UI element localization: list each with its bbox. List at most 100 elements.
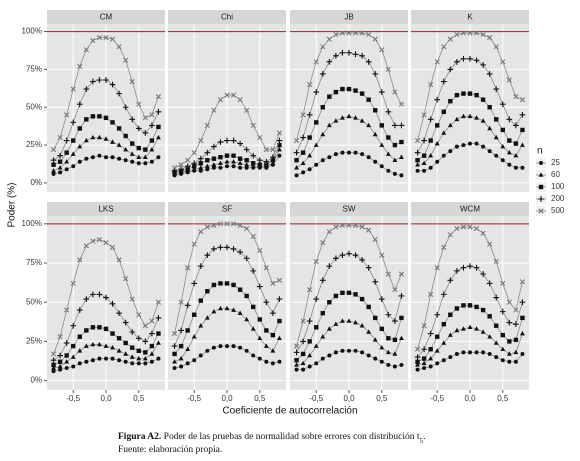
marker — [103, 77, 109, 83]
marker — [386, 135, 391, 140]
marker — [353, 292, 358, 297]
marker — [178, 356, 184, 361]
marker — [398, 293, 405, 299]
marker — [474, 141, 479, 146]
marker — [198, 165, 204, 170]
marker — [513, 349, 519, 355]
marker — [421, 153, 427, 158]
marker — [77, 143, 83, 149]
marker — [399, 315, 404, 321]
marker — [359, 30, 365, 36]
marker — [366, 155, 371, 160]
marker — [467, 303, 473, 308]
marker — [461, 350, 466, 355]
marker — [301, 367, 306, 372]
marker — [172, 366, 177, 371]
marker — [270, 158, 276, 163]
marker — [415, 158, 420, 163]
marker — [506, 351, 512, 356]
marker — [447, 36, 453, 42]
marker — [172, 359, 177, 364]
marker — [520, 142, 525, 147]
marker — [185, 157, 191, 163]
marker — [473, 30, 480, 36]
marker — [198, 137, 204, 144]
marker — [454, 306, 460, 311]
marker — [359, 323, 365, 328]
legend-symbol — [538, 172, 544, 177]
marker — [77, 159, 82, 164]
marker — [487, 125, 493, 131]
marker — [96, 77, 103, 83]
marker — [327, 300, 332, 305]
marker — [293, 349, 300, 356]
marker — [244, 348, 249, 353]
marker — [110, 139, 115, 144]
marker — [250, 268, 257, 274]
marker — [320, 240, 326, 246]
marker — [123, 158, 128, 163]
marker — [197, 155, 204, 162]
marker — [353, 348, 358, 353]
marker — [237, 310, 243, 315]
marker — [346, 222, 352, 228]
y-tick-label: 0% — [30, 376, 42, 385]
marker — [467, 91, 473, 96]
marker — [276, 130, 283, 136]
marker — [507, 339, 512, 344]
marker — [277, 318, 282, 324]
marker — [486, 71, 493, 77]
marker — [326, 326, 332, 331]
marker — [244, 225, 250, 232]
marker — [493, 134, 499, 140]
marker — [347, 150, 351, 155]
marker — [487, 314, 492, 319]
marker — [307, 364, 312, 369]
marker — [441, 358, 446, 363]
marker — [156, 331, 161, 336]
marker — [238, 345, 243, 350]
marker — [224, 221, 230, 227]
y-tick-label: 0% — [30, 178, 42, 187]
marker — [71, 138, 76, 143]
marker — [237, 249, 243, 255]
marker — [500, 358, 505, 363]
marker — [352, 222, 359, 228]
marker — [142, 338, 149, 345]
marker — [520, 330, 525, 336]
marker — [205, 348, 210, 353]
marker — [379, 47, 385, 53]
marker — [51, 171, 56, 176]
marker — [300, 134, 306, 141]
marker — [185, 265, 191, 271]
marker — [468, 350, 472, 355]
marker — [434, 311, 441, 318]
marker — [340, 86, 345, 92]
marker — [447, 232, 453, 238]
marker — [250, 233, 256, 239]
marker — [399, 173, 404, 178]
marker — [314, 162, 319, 167]
marker — [84, 156, 89, 161]
marker — [313, 296, 320, 302]
marker — [257, 134, 263, 141]
marker — [250, 326, 256, 331]
marker — [51, 365, 56, 370]
marker — [63, 137, 70, 144]
marker — [434, 140, 440, 146]
marker — [218, 305, 223, 311]
marker — [353, 115, 358, 120]
marker — [136, 161, 141, 166]
x-tick-label: 0,0 — [221, 394, 233, 403]
marker — [493, 86, 500, 92]
marker — [320, 131, 326, 137]
x-axis-title: Coeficiente de autocorrelación — [222, 406, 357, 417]
marker — [264, 359, 269, 364]
marker — [136, 348, 141, 354]
marker — [149, 330, 155, 337]
marker — [156, 124, 161, 130]
marker — [421, 323, 427, 329]
marker — [156, 134, 161, 140]
marker — [399, 154, 404, 159]
marker — [251, 161, 256, 166]
